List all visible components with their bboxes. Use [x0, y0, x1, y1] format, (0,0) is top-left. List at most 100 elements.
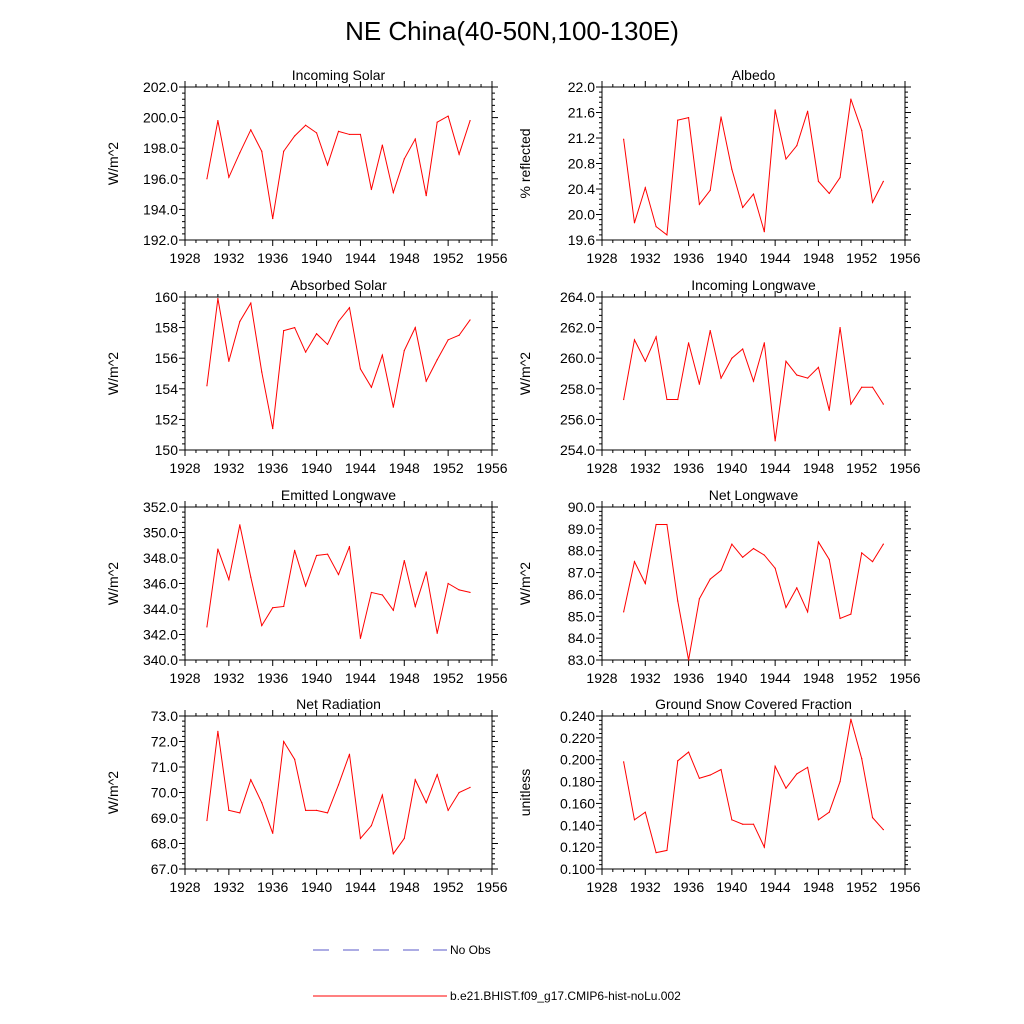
x-tick-label: 1940: [716, 670, 747, 686]
x-tick-label: 1936: [673, 670, 704, 686]
data-point: [752, 193, 755, 195]
data-point: [436, 359, 438, 361]
x-tick-label: 1940: [301, 670, 332, 686]
x-tick-label: 1940: [716, 460, 747, 476]
data-point: [239, 524, 241, 526]
data-point: [305, 809, 307, 811]
y-tick-label: 0.240: [560, 708, 595, 724]
data-point: [655, 852, 657, 854]
x-tick-label: 1948: [803, 250, 834, 266]
y-tick-label: 73.0: [151, 708, 178, 724]
x-tick-label: 1932: [630, 460, 661, 476]
data-point: [882, 403, 884, 405]
x-tick-label: 1948: [803, 460, 834, 476]
data-point: [414, 779, 416, 781]
data-point: [763, 342, 765, 344]
series-line: [206, 731, 471, 855]
data-point: [698, 598, 700, 600]
series-line: [623, 719, 884, 854]
y-tick-label: 150: [155, 442, 179, 458]
data-point: [381, 594, 383, 596]
y-tick-label: 200.0: [143, 110, 178, 126]
data-point: [283, 605, 285, 608]
x-tick-label: 1956: [889, 460, 920, 476]
panel-albedo: Albedo % reflected 1928 1932 1936 1940 1944 194…: [517, 67, 921, 266]
data-point: [458, 153, 460, 155]
y-tick-label: 192.0: [143, 232, 178, 248]
x-tick-label: 1948: [389, 879, 420, 895]
x-tick-label: 1948: [803, 879, 834, 895]
y-tick-label: 0.220: [560, 730, 595, 746]
data-point: [785, 158, 787, 160]
x-tick-label: 1952: [846, 670, 877, 686]
y-tick-label: 21.6: [568, 105, 595, 121]
y-axis-label: W/m^2: [105, 352, 121, 395]
data-point: [447, 115, 449, 117]
data-point: [392, 609, 394, 611]
y-axis-label: W/m^2: [105, 771, 121, 814]
data-point: [348, 307, 351, 309]
data-point: [326, 812, 329, 814]
data-point: [709, 189, 711, 191]
data-point: [623, 761, 625, 763]
y-tick-label: 0.200: [560, 752, 595, 768]
panel-title: Absorbed Solar: [290, 277, 387, 293]
data-point: [677, 119, 679, 121]
data-point: [337, 784, 340, 786]
data-point: [436, 632, 438, 634]
data-point: [206, 178, 208, 180]
y-tick-label: 67.0: [151, 861, 178, 877]
data-point: [882, 180, 884, 182]
data-point: [677, 398, 679, 401]
data-point: [403, 349, 405, 352]
y-tick-label: 21.2: [568, 130, 595, 146]
x-tick-label: 1948: [389, 670, 420, 686]
x-tick-label: 1932: [630, 879, 661, 895]
x-tick-label: 1928: [586, 879, 617, 895]
y-tick-label: 87.0: [568, 565, 595, 581]
data-point: [272, 217, 274, 220]
data-point: [861, 129, 863, 131]
x-tick-label: 1948: [803, 670, 834, 686]
data-point: [655, 523, 657, 526]
data-point: [403, 837, 405, 840]
data-point: [283, 740, 285, 743]
data-point: [807, 110, 809, 112]
legend-label: b.e21.BHIST.f09_g17.CMIP6-hist-noLu.002: [450, 989, 681, 1003]
data-point: [796, 587, 798, 589]
x-tick-label: 1944: [345, 460, 376, 476]
x-tick-label: 1936: [673, 879, 704, 895]
data-point: [655, 336, 657, 338]
data-point: [850, 403, 852, 405]
data-point: [469, 120, 471, 122]
data-point: [315, 333, 318, 335]
data-point: [337, 130, 340, 132]
plot-frame: [184, 296, 493, 451]
data-point: [370, 386, 372, 388]
panel-title: Net Radiation: [296, 696, 381, 712]
data-point: [359, 368, 362, 370]
data-point: [381, 794, 383, 796]
data-point: [403, 559, 405, 562]
data-point: [687, 659, 690, 661]
data-point: [871, 561, 874, 563]
data-point: [720, 377, 722, 379]
data-point: [861, 386, 863, 388]
series-line: [623, 327, 884, 441]
data-point: [785, 360, 787, 362]
data-point: [633, 222, 636, 224]
plot-frame: [601, 715, 906, 870]
plot-frame: [184, 86, 493, 241]
x-tick-label: 1932: [213, 250, 244, 266]
y-axis-label: unitless: [517, 769, 533, 816]
data-point: [305, 124, 307, 126]
x-tick-label: 1928: [169, 460, 200, 476]
y-tick-label: 156: [155, 350, 179, 366]
y-axis-label: W/m^2: [105, 142, 121, 185]
x-tick-label: 1936: [257, 879, 288, 895]
plot-frame: [184, 715, 493, 870]
x-tick-label: 1952: [433, 670, 464, 686]
data-point: [425, 802, 427, 804]
y-tick-label: 68.0: [151, 836, 178, 852]
